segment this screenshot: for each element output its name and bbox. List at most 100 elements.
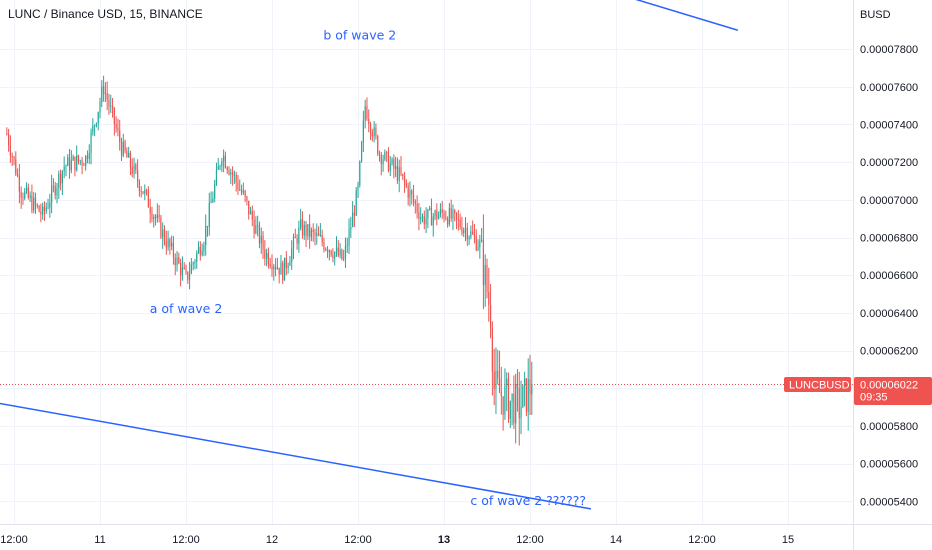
candle-body xyxy=(516,383,519,389)
candle-body xyxy=(208,202,210,227)
candle-body xyxy=(448,208,450,225)
candle-body xyxy=(8,134,10,146)
candle-body xyxy=(479,240,481,248)
candle-body xyxy=(72,156,74,161)
countdown-value: 09:35 xyxy=(860,392,888,404)
candle-body xyxy=(525,378,528,412)
candle-body xyxy=(162,229,164,238)
time-tick-label: 13 xyxy=(438,534,450,546)
time-tick-label: 12 xyxy=(266,534,278,546)
candle-body xyxy=(346,245,348,247)
price-tick-label: 0.00005800 xyxy=(860,421,918,433)
candle-body xyxy=(248,200,250,215)
candle-body xyxy=(412,194,415,202)
candle-body xyxy=(145,189,148,191)
candle-body xyxy=(110,105,112,107)
candle-body xyxy=(481,239,483,241)
candle-body xyxy=(267,252,270,265)
candle-body xyxy=(493,371,495,390)
candle-body xyxy=(183,267,185,269)
candle-body xyxy=(420,217,422,220)
price-axis-ticks[interactable]: 0.00007800 0.00007600 0.00007400 0.00007200… xyxy=(860,44,918,508)
candle-body xyxy=(16,174,19,176)
candle-body xyxy=(165,241,167,248)
candle-body xyxy=(384,151,386,160)
wave-annotation[interactable]: a of wave 2 xyxy=(150,301,223,316)
price-tick-label: 0.00007400 xyxy=(860,119,918,131)
trendlines[interactable] xyxy=(0,0,739,510)
candle-body xyxy=(108,99,110,107)
candle-body xyxy=(343,257,345,259)
candle-body xyxy=(196,252,198,262)
candle-body xyxy=(271,265,273,270)
candle-body xyxy=(156,214,158,219)
candle-body xyxy=(416,203,418,213)
candle-body xyxy=(377,136,379,154)
candle-body xyxy=(488,292,490,305)
candle-body xyxy=(461,227,463,234)
candle-body xyxy=(81,160,83,165)
candle-body xyxy=(380,154,382,165)
candle-body xyxy=(215,169,218,185)
candle-body xyxy=(160,217,162,238)
candle-body xyxy=(49,202,51,208)
candle-body xyxy=(171,242,173,247)
candle-body xyxy=(113,107,115,125)
candle-body xyxy=(273,266,275,270)
candle-body xyxy=(386,151,388,153)
candle-body xyxy=(124,141,126,152)
candle-body xyxy=(312,229,314,233)
candle-body xyxy=(144,189,146,194)
candle-body xyxy=(339,249,341,256)
candle-body xyxy=(463,229,465,234)
symbol-tag-bg xyxy=(784,377,851,392)
candle-body xyxy=(237,182,239,190)
candle-body xyxy=(181,267,184,276)
candle-body xyxy=(391,159,393,164)
candle-body xyxy=(102,86,105,94)
candle-body xyxy=(319,234,321,236)
candle-body xyxy=(274,266,277,269)
candle-body xyxy=(158,214,160,218)
candle-body xyxy=(135,164,137,170)
candle-body xyxy=(221,161,223,166)
candle-body xyxy=(344,246,347,258)
candle-body xyxy=(418,212,420,220)
candle-body xyxy=(350,227,352,230)
candle-body xyxy=(20,191,22,198)
candle-body xyxy=(421,216,424,218)
price-tick-label: 0.00005600 xyxy=(860,459,918,471)
candle-body xyxy=(11,155,13,157)
candle-body xyxy=(255,225,257,234)
plot-area[interactable] xyxy=(0,0,853,524)
time-axis-ticks[interactable]: 12:00 11 12:00 12 12:00 13 12:00 14 12:00 15 xyxy=(0,534,794,546)
candle-body xyxy=(511,393,513,401)
candle-body xyxy=(128,152,130,158)
symbol-tag-label: LUNCBUSD xyxy=(789,380,850,392)
candle-body xyxy=(174,257,176,266)
candle-body xyxy=(31,195,33,211)
wave-annotation[interactable]: b of wave 2 xyxy=(323,28,396,43)
candle-body xyxy=(316,233,318,236)
candle-body xyxy=(332,255,334,259)
candle-body xyxy=(251,210,253,220)
candle-body xyxy=(282,262,284,281)
candle-body xyxy=(18,175,20,192)
wave-annotation[interactable]: c of wave 2 ?????? xyxy=(470,493,586,508)
candle-body xyxy=(131,167,133,174)
candle-body xyxy=(296,238,298,244)
candle-body xyxy=(366,106,368,120)
time-tick-label: 12:00 xyxy=(688,534,716,546)
candle-body xyxy=(326,249,329,253)
trendline[interactable] xyxy=(0,402,592,510)
annotations[interactable]: b of wave 2 a of wave 2 c of wave 2 ?????? xyxy=(150,28,586,508)
candle-body xyxy=(25,187,28,192)
candle-body xyxy=(527,379,529,412)
candle-body xyxy=(470,231,472,238)
chart-title: LUNC / Binance USD, 15, BINANCE xyxy=(8,7,203,21)
candle-body xyxy=(425,218,427,225)
candle-body xyxy=(6,133,8,135)
candle-body xyxy=(403,175,406,183)
trendline[interactable] xyxy=(620,0,739,31)
